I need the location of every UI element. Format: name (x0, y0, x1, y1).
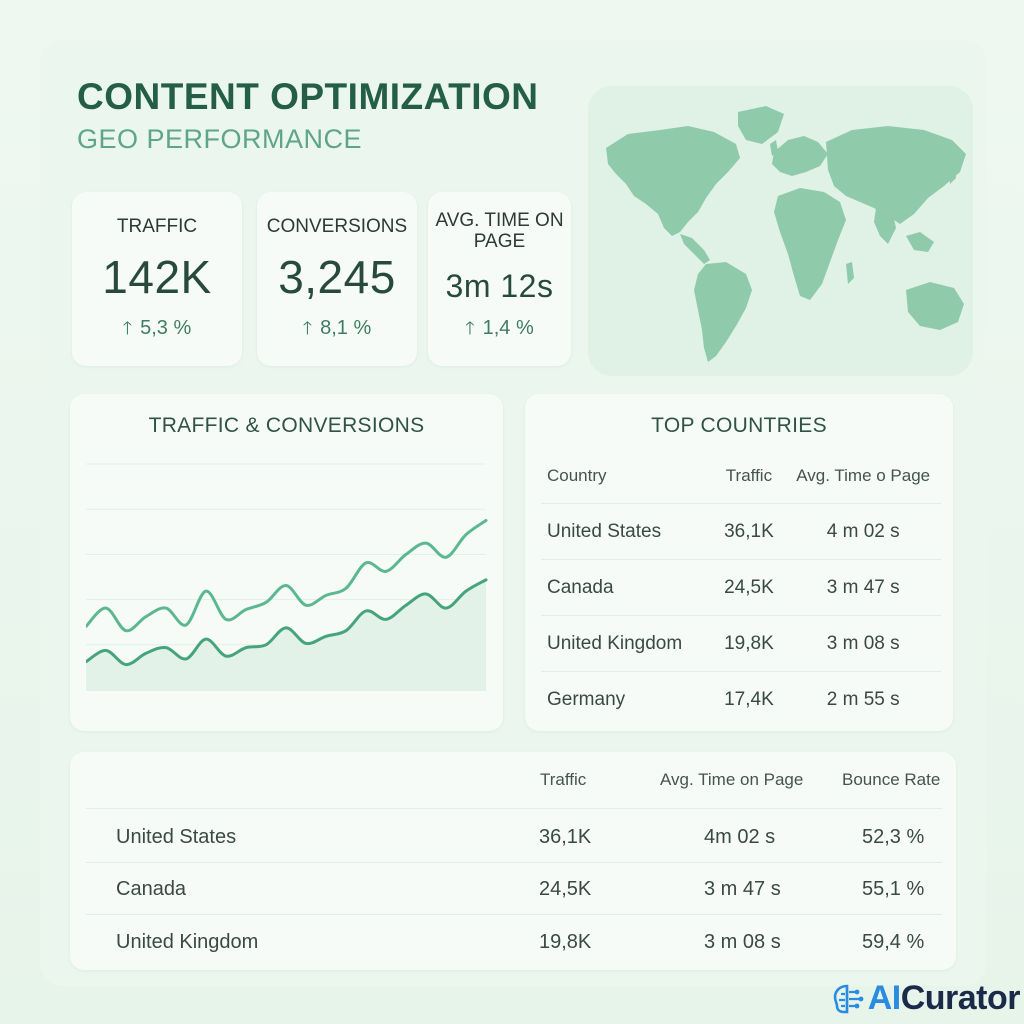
table-row: Canada 24,5K 3 m 47 s 55,1 % (86, 878, 942, 915)
traffic-conversions-chart-card: TRAFFIC & CONVERSIONS (70, 394, 503, 731)
kpi-value: 142K (102, 251, 212, 303)
time-cell: 3 m 47 s (826, 576, 900, 598)
column-header: Country (547, 466, 607, 485)
up-arrow-icon: 🡑 (465, 318, 475, 338)
country-details-table: Traffic Avg. Time on Page Bounce Rate Un… (70, 752, 956, 970)
kpi-change: 🡑 1,4 % (465, 317, 534, 339)
series-area (86, 579, 486, 690)
traffic-cell: 36,1K (724, 520, 774, 542)
page-title: CONTENT OPTIMIZATION (77, 76, 539, 117)
country-cell: United Kingdom (116, 931, 259, 953)
series-line-0 (86, 519, 488, 633)
column-header: Bounce Rate (842, 770, 941, 789)
column-header: Traffic (725, 466, 773, 485)
time-cell: 3 m 47 s (704, 878, 781, 900)
time-cell: 3 m 08 s (826, 632, 900, 654)
table-header-row: Country Traffic Avg. Time o Page (541, 449, 941, 504)
traffic-cell: 36,1K (539, 826, 592, 848)
kpi-change: 🡑 5,3 % (122, 317, 192, 339)
time-cell: 2 m 55 s (826, 688, 900, 710)
brand-name: AICurator (867, 979, 1021, 1017)
table-row: United Kingdom 19,8K 3 m 08 s 59,4 % (86, 931, 942, 967)
table-row: United States 36,1K 4m 02 s 52,3 % (86, 826, 942, 863)
traffic-conversions-chart (86, 463, 488, 691)
traffic-cell: 24,5K (539, 878, 592, 900)
column-header: Traffic (540, 770, 587, 789)
time-cell: 4m 02 s (704, 826, 776, 848)
kpi-label: TRAFFIC (116, 216, 198, 237)
top-countries-title: TOP COUNTRIES (651, 414, 827, 437)
country-cell: United States (547, 520, 662, 542)
series-line-1 (86, 578, 488, 667)
bounce-rate-cell: 59,4 % (862, 931, 925, 953)
traffic-cell: 19,8K (724, 632, 774, 654)
traffic-cell: 17,4K (724, 688, 774, 710)
up-arrow-icon: 🡑 (122, 318, 133, 338)
table-row: United Kingdom 19,8K 3 m 08 s (541, 616, 941, 672)
column-header: Avg. Time o Page (796, 466, 931, 485)
chart-title: TRAFFIC & CONVERSIONS (148, 414, 425, 437)
country-cell: United States (116, 826, 237, 848)
kpi-value: 3,245 (278, 251, 396, 303)
kpi-label: CONVERSIONS (266, 216, 408, 237)
kpi-card-avg-time: AVG. TIME ON PAGE 3m 12s 🡑 1,4 % (428, 192, 571, 366)
country-cell: Germany (547, 688, 626, 710)
country-cell: United Kingdom (547, 632, 683, 654)
time-cell: 4 m 02 s (826, 520, 900, 542)
world-map (588, 86, 973, 376)
kpi-card-traffic: TRAFFIC 142K 🡑 5,3 % (72, 192, 242, 366)
brand-logo: AICurator (830, 979, 1021, 1018)
up-arrow-icon: 🡑 (302, 318, 313, 338)
top-countries-card: TOP COUNTRIES Country Traffic Avg. Time … (525, 394, 953, 731)
brain-circuit-icon (833, 984, 864, 1013)
page-subtitle: GEO PERFORMANCE (77, 124, 363, 154)
kpi-change: 🡑 8,1 % (302, 317, 372, 339)
table-header-row: Traffic Avg. Time on Page Bounce Rate (86, 770, 942, 809)
traffic-cell: 19,8K (539, 931, 592, 953)
traffic-cell: 24,5K (724, 576, 774, 598)
country-cell: Canada (116, 878, 187, 900)
bounce-rate-cell: 52,3 % (862, 826, 925, 848)
country-cell: Canada (547, 576, 614, 598)
bounce-rate-cell: 55,1 % (862, 878, 925, 900)
kpi-value: 3m 12s (445, 268, 554, 304)
top-countries-table: Country Traffic Avg. Time o Page United … (541, 449, 941, 727)
kpi-label: AVG. TIME ON PAGE (435, 210, 564, 252)
kpi-card-conversions: CONVERSIONS 3,245 🡑 8,1 % (257, 192, 417, 366)
table-row: Canada 24,5K 3 m 47 s (541, 560, 941, 616)
world-map-icon (606, 106, 966, 362)
time-cell: 3 m 08 s (704, 931, 781, 953)
table-row: United States 36,1K 4 m 02 s (541, 504, 941, 560)
table-row: Germany 17,4K 2 m 55 s (541, 672, 941, 727)
column-header: Avg. Time on Page (660, 770, 804, 789)
